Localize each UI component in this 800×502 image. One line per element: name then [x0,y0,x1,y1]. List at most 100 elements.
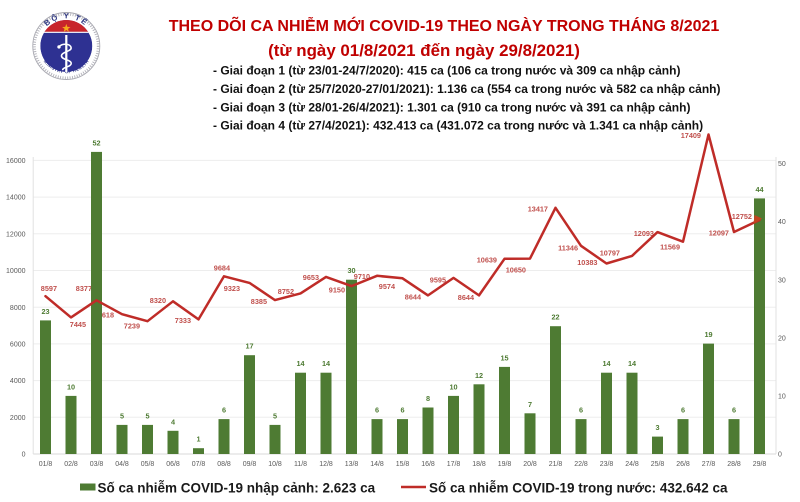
svg-text:3: 3 [655,423,659,432]
svg-text:22/8: 22/8 [574,461,588,468]
svg-text:9653: 9653 [303,273,319,282]
svg-text:5: 5 [145,411,149,420]
svg-text:9595: 9595 [430,276,446,285]
svg-text:9323: 9323 [224,284,240,293]
svg-text:8644: 8644 [405,293,422,302]
svg-text:THEO DÕI CA NHIỄM MỚI COVID-19: THEO DÕI CA NHIỄM MỚI COVID-19 THEO NGÀY… [169,15,720,35]
svg-text:15: 15 [500,353,508,362]
svg-text:08/8: 08/8 [217,461,231,468]
svg-text:11346: 11346 [558,244,578,253]
svg-text:26/8: 26/8 [676,461,690,468]
svg-text:10/8: 10/8 [268,461,282,468]
svg-text:07/8: 07/8 [192,461,206,468]
svg-text:7445: 7445 [70,320,86,329]
svg-text:9710: 9710 [354,272,370,281]
svg-text:13417: 13417 [528,205,548,214]
svg-text:8385: 8385 [251,297,267,306]
svg-text:27/8: 27/8 [702,461,716,468]
svg-text:Số ca nhiễm COVID-19 nhập cảnh: Số ca nhiễm COVID-19 nhập cảnh: 2.623 ca [98,481,376,496]
svg-text:29/8: 29/8 [753,461,767,468]
svg-text:9150: 9150 [329,286,345,295]
svg-text:23: 23 [41,307,49,316]
svg-text:7239: 7239 [124,322,140,331]
svg-text:14: 14 [628,359,637,368]
svg-text:9574: 9574 [379,282,396,291]
svg-text:50: 50 [778,161,786,168]
svg-text:18/8: 18/8 [472,461,486,468]
svg-text:0: 0 [778,452,782,459]
svg-text:7: 7 [528,400,532,409]
svg-text:14: 14 [602,359,611,368]
svg-text:09/8: 09/8 [243,461,257,468]
svg-text:28/8: 28/8 [727,461,741,468]
svg-text:52: 52 [92,138,100,147]
svg-text:6: 6 [732,406,736,415]
svg-text:8644: 8644 [458,293,475,302]
svg-text:- Giai đoạn 3 (từ 28/01-26/4/2: - Giai đoạn 3 (từ 28/01-26/4/2021): 1.30… [213,100,690,114]
svg-text:19: 19 [704,330,712,339]
svg-text:8000: 8000 [10,305,26,312]
svg-text:5: 5 [120,411,124,420]
svg-text:04/8: 04/8 [115,461,129,468]
svg-text:11/8: 11/8 [294,461,307,468]
svg-text:9684: 9684 [214,264,231,273]
svg-text:6: 6 [375,406,379,415]
svg-text:17: 17 [245,342,253,351]
svg-text:06/8: 06/8 [166,461,180,468]
svg-text:5: 5 [273,411,277,420]
svg-text:8: 8 [426,394,430,403]
svg-text:40: 40 [778,219,786,226]
svg-text:03/8: 03/8 [90,461,104,468]
svg-text:- Giai đoạn 1 (từ 23/01-24/7/2: - Giai đoạn 1 (từ 23/01-24/7/2020): 415 … [213,64,680,78]
svg-text:12752: 12752 [732,212,752,221]
svg-text:6: 6 [579,406,583,415]
svg-text:7333: 7333 [175,316,191,325]
svg-text:14/8: 14/8 [370,461,384,468]
svg-text:44: 44 [755,185,764,194]
svg-text:12093: 12093 [634,229,654,238]
svg-text:12000: 12000 [6,231,26,238]
svg-text:12/8: 12/8 [319,461,333,468]
svg-text:6: 6 [400,406,404,415]
svg-text:6: 6 [222,406,226,415]
svg-text:- Giai đoạn 4 (từ 27/4/2021):: - Giai đoạn 4 (từ 27/4/2021): 432.413 ca… [213,119,703,133]
svg-text:10383: 10383 [577,258,597,267]
svg-text:12097: 12097 [709,229,729,238]
svg-text:7618: 7618 [98,311,114,320]
svg-text:10: 10 [778,394,786,401]
svg-text:10: 10 [67,382,75,391]
svg-text:8597: 8597 [41,284,57,293]
svg-text:17409: 17409 [681,131,701,140]
svg-text:8320: 8320 [150,296,166,305]
svg-text:10650: 10650 [506,266,526,275]
svg-text:02/8: 02/8 [64,461,78,468]
svg-text:15/8: 15/8 [396,461,410,468]
svg-text:Số ca nhiễm COVID-19 trong nướ: Số ca nhiễm COVID-19 trong nước: 432.642… [429,481,728,496]
svg-text:30: 30 [347,266,355,275]
svg-text:12: 12 [475,371,483,380]
svg-text:19/8: 19/8 [498,461,512,468]
svg-text:(từ ngày 01/8/2021 đến ngày 29: (từ ngày 01/8/2021 đến ngày 29/8/2021) [268,41,580,60]
svg-text:8377: 8377 [76,284,92,293]
svg-text:13/8: 13/8 [345,461,359,468]
svg-text:- Giai đoạn 2 (từ 25/7/2020-27: - Giai đoạn 2 (từ 25/7/2020-27/01/2021):… [213,82,720,96]
svg-text:10639: 10639 [477,256,497,265]
svg-text:25/8: 25/8 [651,461,665,468]
svg-text:01/8: 01/8 [39,461,53,468]
svg-text:16000: 16000 [6,158,26,165]
svg-text:10: 10 [449,382,457,391]
svg-text:20/8: 20/8 [523,461,537,468]
svg-text:1: 1 [196,435,200,444]
svg-text:6: 6 [681,406,685,415]
svg-text:16/8: 16/8 [421,461,435,468]
svg-text:8752: 8752 [278,287,294,296]
svg-text:14000: 14000 [6,195,26,202]
svg-text:21/8: 21/8 [549,461,563,468]
svg-text:11569: 11569 [660,243,680,252]
svg-text:23/8: 23/8 [600,461,614,468]
svg-text:20: 20 [778,335,786,342]
svg-text:2000: 2000 [10,415,26,422]
svg-text:4000: 4000 [10,378,26,385]
svg-text:6000: 6000 [10,342,26,349]
svg-text:24/8: 24/8 [625,461,639,468]
